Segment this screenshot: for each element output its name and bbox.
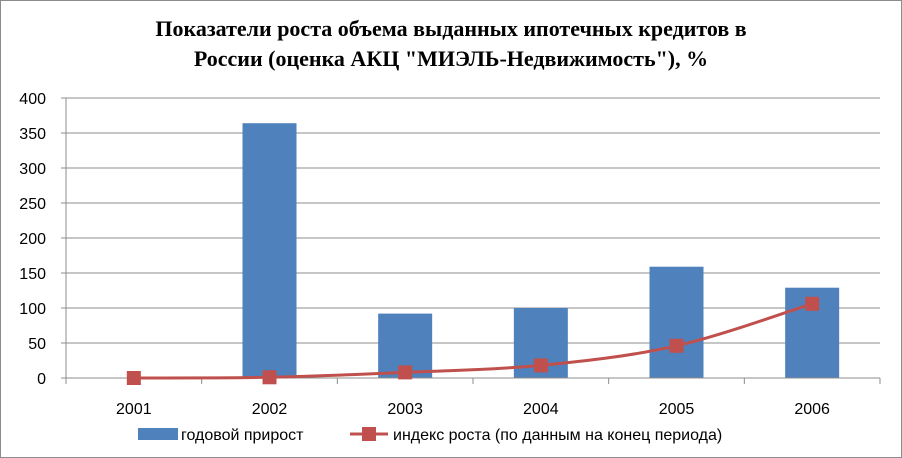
line-series xyxy=(126,296,820,385)
line-point-2001 xyxy=(126,371,141,385)
y-tick-label: 150 xyxy=(19,266,46,283)
x-tick-label-2005: 2005 xyxy=(659,401,695,418)
bar-2002 xyxy=(242,123,297,378)
y-tick-label: 400 xyxy=(19,91,46,108)
chart-title-line-2: России (оценка АКЦ "МИЭЛЬ-Недвижимость")… xyxy=(193,46,709,71)
y-tick-label: 350 xyxy=(19,126,46,143)
line-point-2005 xyxy=(669,338,684,353)
chart-title-line-1: Показатели роста объема выданных ипотечн… xyxy=(155,16,747,41)
y-tick-label: 300 xyxy=(19,161,46,178)
legend-swatch-bar xyxy=(138,428,178,440)
legend-label-bar: годовой прирост xyxy=(181,427,304,444)
bar-2005 xyxy=(649,266,704,378)
y-tick-label: 50 xyxy=(28,336,46,353)
line-series-path xyxy=(133,302,813,380)
x-tick-label-2006: 2006 xyxy=(794,401,830,418)
line-point-2002 xyxy=(262,370,277,385)
line-point-2004 xyxy=(533,358,548,373)
y-tick-label: 0 xyxy=(37,371,46,388)
bar-series xyxy=(242,123,840,378)
y-axis: 0 50 100 150 200 250 300 350 400 xyxy=(19,91,67,388)
legend: годовой прирост индекс роста (по данным н… xyxy=(138,427,722,444)
chart-title: Показатели роста объема выданных ипотечн… xyxy=(0,14,902,74)
legend-label-line: индекс роста (по данным на конец периода… xyxy=(393,427,722,444)
line-point-2003 xyxy=(398,365,413,380)
grid-lines xyxy=(66,97,880,379)
y-tick-label: 100 xyxy=(19,301,46,318)
x-tick-label-2003: 2003 xyxy=(387,401,423,418)
x-tick-label-2004: 2004 xyxy=(523,401,559,418)
y-tick-label: 200 xyxy=(19,231,46,248)
y-tick-label: 250 xyxy=(19,196,46,213)
line-point-2006 xyxy=(805,296,820,311)
x-tick-label-2002: 2002 xyxy=(252,401,288,418)
x-tick-label-2001: 2001 xyxy=(116,401,152,418)
x-axis: 2001 2002 2003 2004 2005 2006 xyxy=(65,377,881,418)
legend-swatch-marker xyxy=(362,427,376,441)
